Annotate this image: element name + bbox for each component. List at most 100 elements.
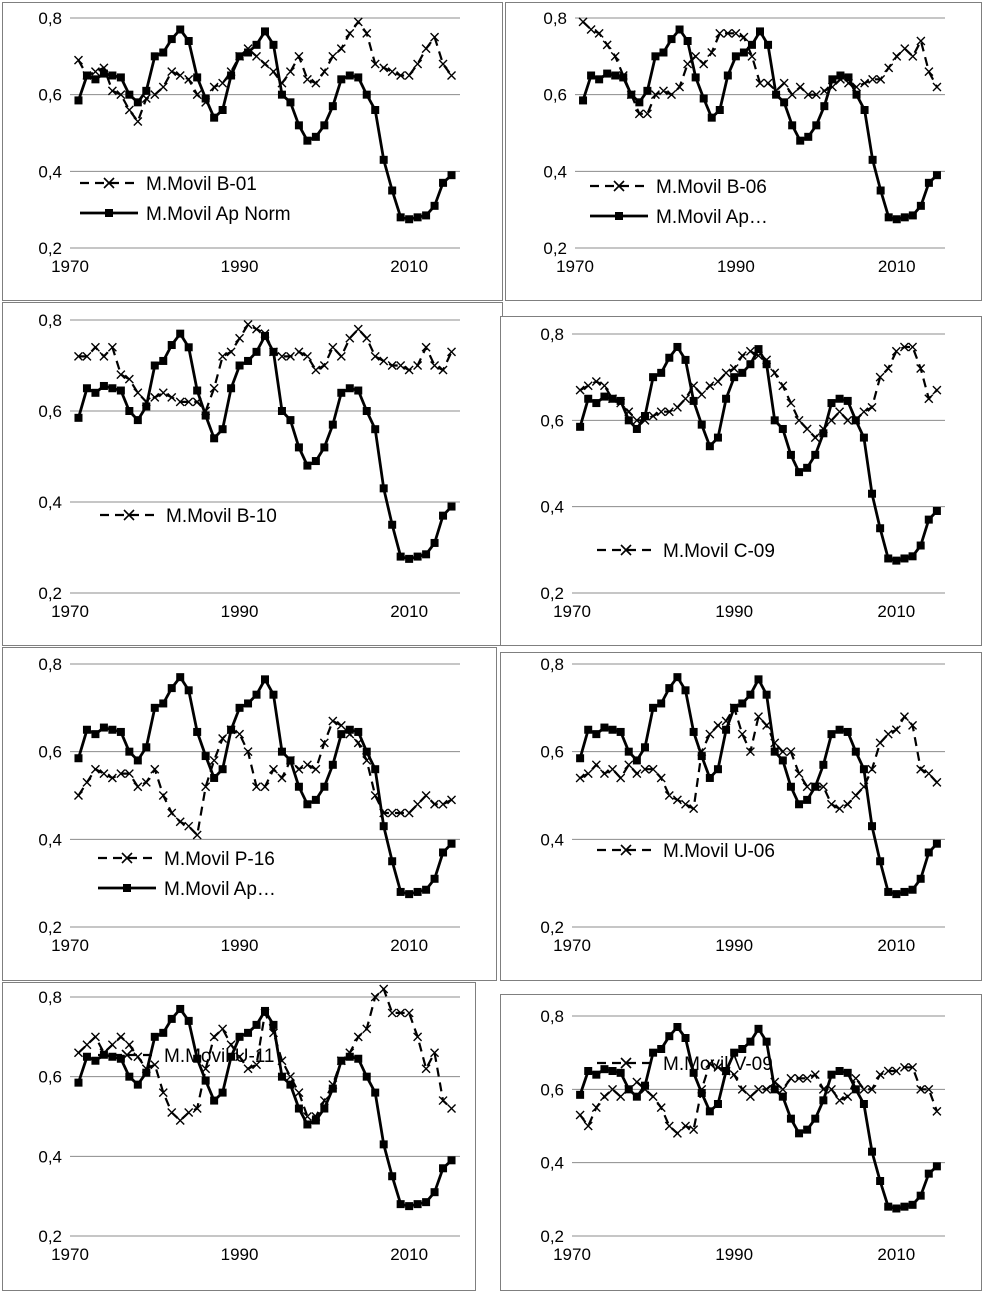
legend-marker bbox=[105, 209, 113, 217]
data-point bbox=[802, 782, 812, 792]
x-tick-label: 2010 bbox=[390, 936, 428, 955]
data-point bbox=[235, 361, 244, 370]
data-point bbox=[210, 773, 219, 782]
data-point bbox=[908, 51, 918, 61]
data-point bbox=[665, 1032, 674, 1041]
x-tick-label: 1970 bbox=[51, 257, 89, 276]
data-point bbox=[167, 1014, 176, 1023]
legend-marker bbox=[613, 180, 625, 192]
data-point bbox=[345, 1052, 354, 1061]
y-tick-label: 0,4 bbox=[38, 830, 62, 849]
data-point bbox=[867, 402, 877, 412]
data-point bbox=[175, 71, 185, 80]
data-point bbox=[608, 1084, 618, 1094]
data-point bbox=[932, 1106, 942, 1116]
data-point bbox=[167, 684, 176, 693]
data-point bbox=[810, 433, 820, 443]
data-point bbox=[851, 791, 861, 800]
data-point bbox=[649, 703, 658, 712]
data-point bbox=[681, 394, 691, 404]
x-tick-label: 1970 bbox=[51, 602, 89, 621]
data-point bbox=[167, 392, 177, 402]
data-point bbox=[924, 769, 934, 779]
data-point bbox=[924, 515, 933, 524]
data-point bbox=[294, 1088, 304, 1098]
data-point bbox=[786, 450, 795, 459]
data-point bbox=[632, 1077, 642, 1087]
data-point bbox=[201, 782, 211, 792]
data-point bbox=[439, 511, 448, 520]
data-point bbox=[447, 1104, 457, 1114]
data-point bbox=[158, 791, 168, 800]
data-point bbox=[667, 90, 677, 100]
data-point bbox=[353, 1032, 363, 1042]
data-point bbox=[723, 28, 733, 38]
data-point bbox=[345, 384, 354, 393]
data-point bbox=[175, 817, 185, 827]
data-point bbox=[900, 1202, 909, 1211]
data-point bbox=[616, 1068, 625, 1077]
data-point bbox=[252, 690, 261, 699]
data-point bbox=[73, 1048, 83, 1058]
data-point bbox=[261, 331, 269, 340]
data-point bbox=[320, 1104, 329, 1113]
data-point bbox=[328, 342, 338, 352]
data-point bbox=[575, 773, 585, 783]
data-point bbox=[167, 341, 176, 350]
data-point bbox=[439, 178, 448, 187]
data-point bbox=[447, 795, 457, 805]
data-point bbox=[632, 424, 641, 433]
y-tick-label: 0,6 bbox=[540, 411, 564, 430]
data-point bbox=[388, 1172, 397, 1181]
data-point bbox=[592, 1070, 601, 1079]
data-point bbox=[379, 356, 389, 366]
data-point bbox=[583, 1121, 593, 1131]
data-point bbox=[691, 73, 700, 82]
y-tick-label: 0,6 bbox=[38, 402, 62, 421]
data-point bbox=[387, 1008, 397, 1018]
data-point bbox=[738, 1045, 747, 1053]
data-point bbox=[868, 489, 877, 498]
data-point bbox=[362, 1072, 371, 1081]
data-point bbox=[269, 690, 278, 699]
data-point bbox=[405, 1202, 414, 1211]
y-tick-label: 0,4 bbox=[38, 493, 62, 512]
data-point bbox=[294, 764, 304, 774]
data-point bbox=[124, 374, 134, 384]
data-point bbox=[320, 443, 329, 452]
data-point bbox=[218, 1024, 228, 1034]
data-point bbox=[396, 1200, 405, 1209]
data-point bbox=[650, 90, 660, 100]
y-tick-label: 0,4 bbox=[540, 498, 564, 517]
data-point bbox=[142, 1068, 151, 1077]
data-point bbox=[624, 747, 633, 756]
data-point bbox=[176, 329, 185, 338]
data-point bbox=[916, 764, 926, 774]
data-point bbox=[379, 155, 388, 164]
data-point bbox=[795, 800, 804, 809]
x-tick-label: 1990 bbox=[221, 257, 259, 276]
x-tick-label: 1990 bbox=[221, 1245, 259, 1264]
data-point bbox=[294, 782, 303, 791]
data-point bbox=[770, 747, 779, 756]
data-point bbox=[648, 1092, 658, 1102]
data-point bbox=[336, 351, 346, 361]
data-point bbox=[303, 461, 312, 470]
data-point bbox=[116, 386, 125, 395]
data-point bbox=[819, 760, 828, 769]
x-tick-label: 1970 bbox=[556, 257, 594, 276]
data-point bbox=[705, 1107, 714, 1116]
data-point bbox=[184, 37, 193, 45]
data-point bbox=[859, 1084, 869, 1094]
y-tick-label: 0,2 bbox=[38, 584, 62, 603]
data-point bbox=[430, 799, 440, 809]
data-point bbox=[252, 782, 262, 792]
y-tick-label: 0,4 bbox=[540, 830, 564, 849]
data-point bbox=[924, 178, 933, 187]
data-point bbox=[447, 347, 457, 357]
data-point bbox=[587, 71, 596, 80]
data-point bbox=[754, 675, 763, 684]
data-point bbox=[107, 773, 117, 783]
data-point bbox=[755, 78, 765, 88]
data-point bbox=[269, 40, 278, 49]
